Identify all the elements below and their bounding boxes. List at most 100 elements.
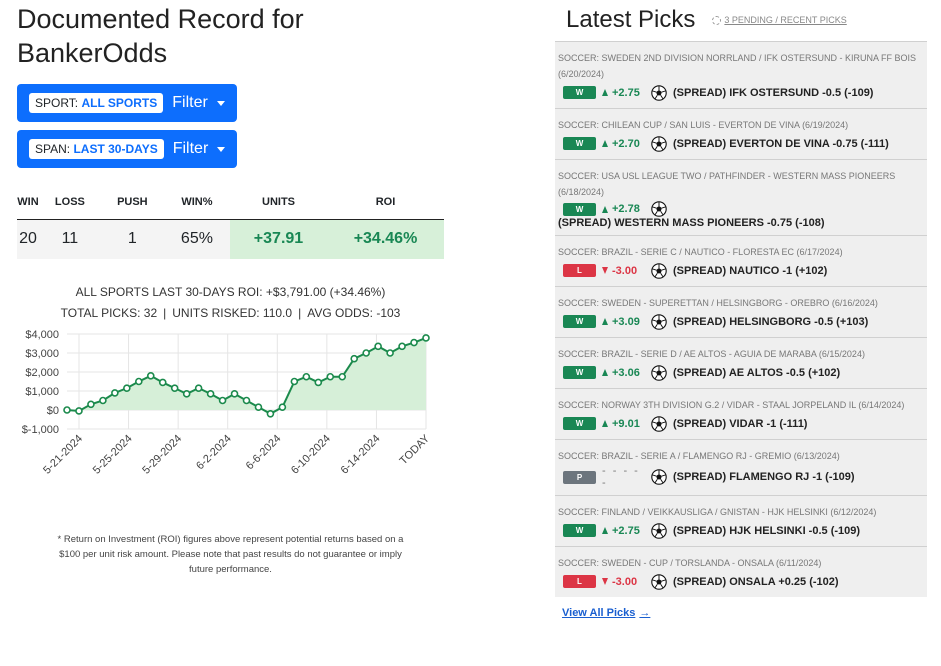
pick-item[interactable]: SOCCER: USA USL LEAGUE TWO / PATHFINDER … bbox=[555, 159, 927, 235]
pick-text: (SPREAD) AE ALTOS -0.5 (+102) bbox=[673, 366, 841, 379]
soccer-ball-icon bbox=[651, 201, 667, 217]
roi-data-point bbox=[111, 389, 119, 397]
roi-data-point bbox=[422, 334, 430, 342]
picks-list: SOCCER: SWEDEN 2ND DIVISION NORRLAND / I… bbox=[555, 41, 927, 597]
triangle-up-icon bbox=[602, 89, 608, 96]
x-tick-label: 6-10-2024 bbox=[289, 433, 333, 477]
pick-units: - - - - - bbox=[602, 465, 648, 489]
stats-header-row: WIN LOSS PUSH WIN% UNITS ROI bbox=[17, 185, 444, 220]
roi-data-point bbox=[230, 390, 239, 398]
triangle-up-icon bbox=[602, 420, 608, 427]
view-all-picks-link[interactable]: View All Picks → bbox=[562, 607, 650, 619]
sport-filter-button[interactable]: SPORT: ALL SPORTS Filter bbox=[17, 84, 237, 122]
pick-item[interactable]: SOCCER: NORWAY 3TH DIVISION G.2 / VIDAR … bbox=[555, 388, 927, 439]
roi-data-point bbox=[278, 403, 287, 411]
sport-filter-value: ALL SPORTS bbox=[81, 96, 158, 110]
y-tick-label: $2,000 bbox=[25, 367, 59, 379]
triangle-up-icon bbox=[602, 205, 608, 213]
span-filter-label: Filter bbox=[172, 140, 209, 157]
pick-item[interactable]: SOCCER: SWEDEN - SUPERETTAN / HELSINGBOR… bbox=[555, 286, 927, 337]
pick-units: +3.06 bbox=[602, 367, 648, 379]
roi-data-point bbox=[146, 371, 155, 380]
pending-picks-link[interactable]: 3 PENDING / RECENT PICKS bbox=[724, 15, 847, 25]
roi-data-point bbox=[314, 378, 323, 387]
pick-line: P - - - - - (SPREAD) FLAMENGO RJ -1 (-109) bbox=[558, 465, 919, 489]
pick-units-value: +3.09 bbox=[612, 315, 640, 328]
pick-meta: SOCCER: BRAZIL - SERIE C / NAUTICO - FLO… bbox=[558, 247, 843, 257]
y-tick-label: $3,000 bbox=[25, 348, 59, 360]
pick-item[interactable]: SOCCER: SWEDEN - CUP / TORSLANDA - ONSAL… bbox=[555, 546, 927, 597]
roi-area-fill bbox=[67, 337, 426, 414]
picks-summary-line: TOTAL PICKS: 32 | UNITS RISKED: 110.0 | AVG … bbox=[17, 303, 444, 324]
latest-picks-title: Latest Picks bbox=[566, 6, 696, 33]
summary-separator: | bbox=[298, 306, 302, 320]
result-badge: W bbox=[563, 86, 596, 99]
units-risked: UNITS RISKED: 110.0 bbox=[172, 306, 293, 320]
caret-down-icon bbox=[216, 101, 225, 106]
stats-winpct: 65% bbox=[163, 219, 230, 259]
record-panel: Documented Record for BankerOdds SPORT: … bbox=[17, 0, 444, 577]
summary-separator: | bbox=[163, 306, 167, 320]
pick-line: L -3.00 (SPREAD) ONSALA +0.25 (-102) bbox=[558, 572, 919, 591]
roi-data-point bbox=[158, 378, 167, 387]
pick-units: +2.70 bbox=[602, 138, 648, 150]
soccer-ball-icon bbox=[651, 469, 667, 485]
roi-data-point bbox=[302, 372, 311, 381]
y-tick-label: $-1,000 bbox=[22, 424, 59, 436]
roi-data-point bbox=[206, 390, 215, 398]
pick-text: (SPREAD) HELSINGBORG -0.5 (+103) bbox=[673, 315, 869, 328]
roi-data-point bbox=[386, 349, 394, 357]
pick-item[interactable]: SOCCER: BRAZIL - SERIE C / NAUTICO - FLO… bbox=[555, 235, 927, 286]
stats-header-units: UNITS bbox=[230, 185, 327, 220]
soccer-ball-icon bbox=[651, 84, 667, 101]
result-badge: W bbox=[563, 524, 596, 537]
pick-units-value: +2.75 bbox=[612, 524, 640, 537]
x-tick-label: 6-2-2024 bbox=[194, 433, 234, 473]
pick-units-value: +2.70 bbox=[612, 137, 640, 150]
result-badge: W bbox=[563, 137, 596, 150]
pick-item[interactable]: SOCCER: BRAZIL - SERIE D / AE ALTOS - AG… bbox=[555, 337, 927, 388]
loading-spinner-icon bbox=[712, 15, 722, 25]
pick-text: (SPREAD) NAUTICO -1 (+102) bbox=[673, 264, 828, 277]
roi-data-point bbox=[254, 403, 263, 411]
pick-line: W +2.75 (SPREAD) HJK HELSINKI -0.5 (-109) bbox=[558, 521, 919, 540]
roi-data-point bbox=[362, 349, 370, 357]
pick-text: (SPREAD) WESTERN MASS PIONEERS -0.75 (-1… bbox=[558, 217, 825, 229]
arrow-right-icon: → bbox=[639, 607, 651, 619]
span-filter-button[interactable]: SPAN: LAST 30-DAYS Filter bbox=[17, 130, 238, 168]
roi-data-point bbox=[398, 342, 406, 351]
stats-value-row: 20 11 1 65% +37.91 +34.46% bbox=[17, 219, 444, 259]
stats-win: 20 bbox=[17, 219, 39, 259]
pick-meta: SOCCER: SWEDEN - CUP / TORSLANDA - ONSAL… bbox=[558, 558, 822, 568]
pick-meta: SOCCER: SWEDEN - SUPERETTAN / HELSINGBOR… bbox=[558, 298, 878, 308]
roi-data-point bbox=[290, 377, 299, 386]
pick-units-value: +9.01 bbox=[612, 417, 640, 430]
roi-data-point bbox=[194, 384, 203, 392]
stats-header-roi: ROI bbox=[327, 185, 444, 220]
pick-meta: SOCCER: FINLAND / VEIKKAUSLIGA / GNISTAN… bbox=[558, 507, 877, 517]
pick-units-value: +2.75 bbox=[612, 86, 640, 99]
pick-units: +2.75 bbox=[602, 525, 648, 537]
pick-line: W +2.78 (SPREAD) WESTERN MASS PIONEERS -0.… bbox=[558, 201, 919, 229]
x-tick-label: TODAY bbox=[398, 432, 433, 467]
caret-down-icon bbox=[217, 147, 226, 152]
x-tick-label: 6-6-2024 bbox=[244, 433, 284, 473]
triangle-up-icon bbox=[602, 318, 608, 325]
pick-text: (SPREAD) ONSALA +0.25 (-102) bbox=[673, 575, 839, 588]
stats-header-winpct: WIN% bbox=[163, 185, 230, 220]
avg-odds: AVG ODDS: -103 bbox=[307, 306, 401, 320]
span-filter-key: SPAN: bbox=[35, 142, 71, 156]
pick-item[interactable]: SOCCER: SWEDEN 2ND DIVISION NORRLAND / I… bbox=[555, 41, 927, 108]
pick-units-value: -3.00 bbox=[612, 575, 638, 588]
pick-units-value: +3.06 bbox=[612, 366, 640, 379]
pick-item[interactable]: SOCCER: CHILEAN CUP / SAN LUIS - EVERTON… bbox=[555, 108, 927, 159]
pick-item[interactable]: SOCCER: BRAZIL - SERIE A / FLAMENGO RJ -… bbox=[555, 439, 927, 495]
pick-units: -3.00 bbox=[602, 576, 648, 588]
pick-line: W +9.01 (SPREAD) VIDAR -1 (-111) bbox=[558, 414, 919, 433]
pick-text: (SPREAD) VIDAR -1 (-111) bbox=[673, 417, 808, 430]
pick-units: +2.78 bbox=[602, 203, 648, 215]
triangle-down-icon bbox=[602, 267, 608, 274]
soccer-ball-icon bbox=[651, 573, 667, 590]
pick-item[interactable]: SOCCER: FINLAND / VEIKKAUSLIGA / GNISTAN… bbox=[555, 495, 927, 546]
pick-line: L -3.00 (SPREAD) NAUTICO -1 (+102) bbox=[558, 261, 919, 280]
